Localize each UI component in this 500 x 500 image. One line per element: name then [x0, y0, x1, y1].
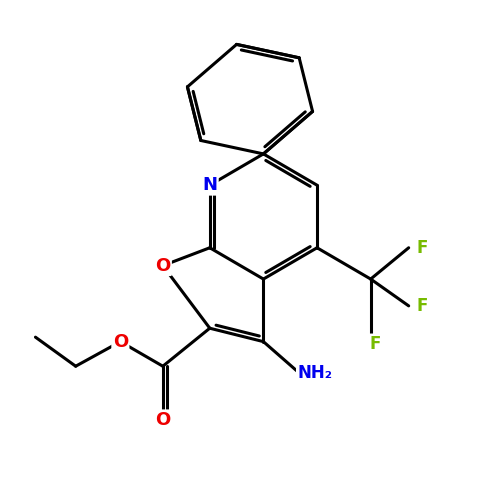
Text: F: F — [416, 297, 428, 315]
Text: N: N — [202, 176, 218, 194]
Text: O: O — [155, 256, 170, 274]
Text: F: F — [370, 335, 381, 353]
Text: O: O — [113, 332, 128, 350]
Text: F: F — [416, 239, 428, 257]
Text: NH₂: NH₂ — [298, 364, 332, 382]
Text: O: O — [155, 411, 170, 429]
